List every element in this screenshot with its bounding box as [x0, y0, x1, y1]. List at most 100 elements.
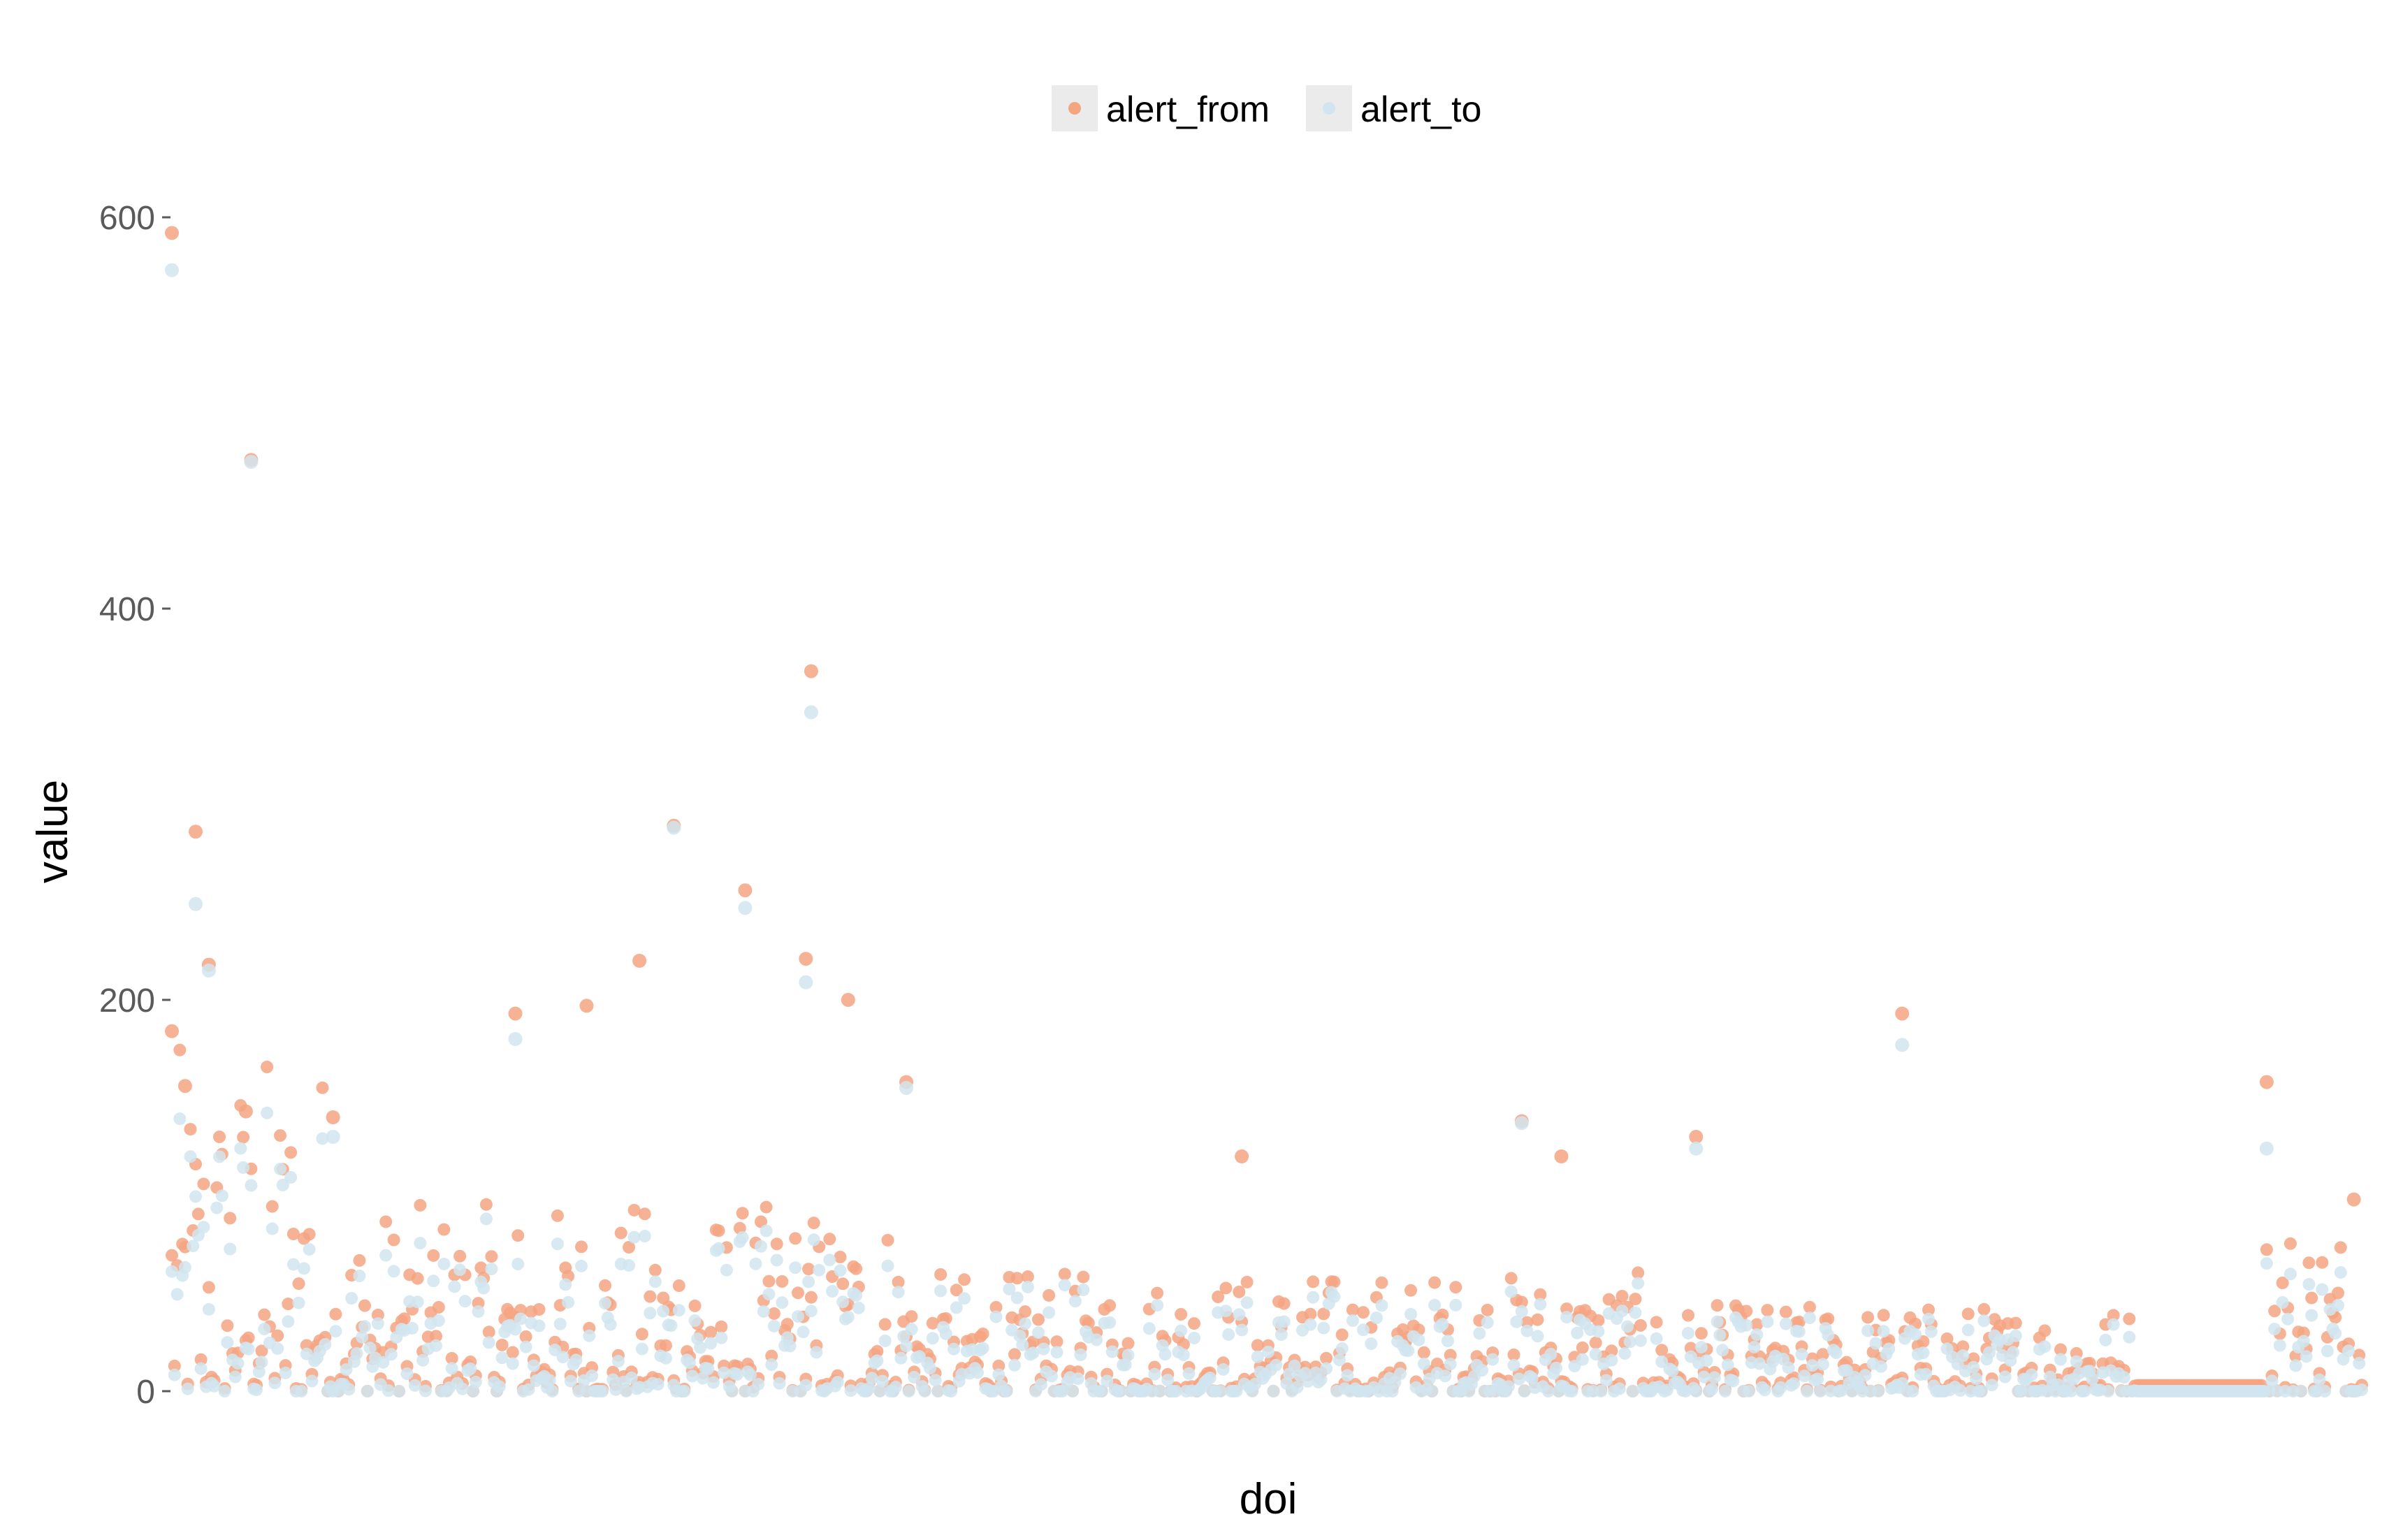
data-point-alert-from — [1655, 1344, 1669, 1357]
data-point-alert-from — [286, 1228, 300, 1240]
data-point-alert-to — [678, 1385, 691, 1397]
data-point-alert-to — [1402, 1344, 1415, 1358]
data-point-alert-to — [453, 1263, 467, 1277]
data-point-alert-to — [1616, 1305, 1629, 1318]
data-point-alert-from — [1534, 1288, 1547, 1301]
data-point-alert-from — [1531, 1313, 1544, 1326]
data-point-alert-from — [892, 1275, 905, 1288]
data-point-alert-from — [1816, 1348, 1829, 1361]
data-point-alert-from — [926, 1316, 939, 1330]
data-point-alert-to — [889, 1381, 902, 1394]
data-point-alert-to — [1486, 1353, 1500, 1366]
data-point-alert-from — [1592, 1314, 1605, 1327]
data-point-alert-to — [908, 1371, 921, 1383]
data-point-alert-to — [776, 1296, 789, 1309]
data-point-alert-to — [712, 1242, 725, 1255]
data-point-alert-from — [575, 1240, 588, 1254]
data-point-alert-to — [635, 1342, 648, 1356]
data-point-alert-to — [604, 1318, 617, 1331]
data-point-alert-to — [1019, 1317, 1032, 1330]
data-point-alert-to — [432, 1314, 445, 1327]
data-point-alert-from — [2332, 1286, 2344, 1300]
data-point-alert-to — [1906, 1385, 1919, 1397]
data-point-alert-to — [736, 1231, 749, 1244]
data-point-alert-to — [1595, 1385, 1608, 1397]
data-point-alert-from — [804, 664, 818, 678]
data-point-alert-to — [1650, 1332, 1663, 1345]
data-point-alert-from — [1417, 1346, 1430, 1359]
data-point-alert-to — [1291, 1381, 1304, 1394]
data-point-alert-to — [1801, 1385, 1814, 1397]
data-point-alert-from — [1240, 1275, 1254, 1288]
data-point-alert-to — [1560, 1311, 1574, 1324]
data-point-alert-from — [712, 1224, 725, 1237]
data-point-alert-to — [1985, 1379, 1998, 1392]
data-point-alert-to — [804, 705, 818, 720]
data-point-alert-from — [2009, 1316, 2022, 1330]
data-point-alert-from — [1481, 1303, 1494, 1316]
data-point-alert-to — [878, 1334, 892, 1347]
data-point-alert-to — [245, 1179, 258, 1192]
data-point-alert-to — [2305, 1309, 2318, 1322]
data-point-alert-from — [242, 1331, 255, 1344]
data-point-alert-to — [1861, 1324, 1875, 1337]
data-point-alert-to — [1442, 1335, 1454, 1348]
data-point-alert-to — [1267, 1385, 1280, 1397]
data-point-alert-to — [1034, 1378, 1047, 1391]
data-point-alert-from — [881, 1233, 894, 1247]
data-point-alert-to — [1417, 1357, 1430, 1370]
data-point-alert-from — [2302, 1256, 2316, 1270]
data-point-alert-to — [881, 1259, 894, 1272]
data-point-alert-to — [1750, 1328, 1764, 1341]
data-point-alert-from — [411, 1272, 424, 1285]
data-point-alert-to — [213, 1150, 226, 1163]
data-point-alert-to — [694, 1341, 707, 1354]
data-point-alert-to — [1666, 1365, 1679, 1377]
data-point-alert-from — [836, 1277, 850, 1291]
data-point-alert-to — [892, 1286, 905, 1299]
y-axis: 0 200 400 600 — [99, 200, 170, 1411]
data-point-alert-from — [1634, 1319, 1647, 1332]
data-point-alert-from — [165, 1024, 179, 1038]
data-point-alert-to — [2260, 1257, 2273, 1270]
data-point-alert-to — [482, 1336, 495, 1349]
data-point-alert-to — [1629, 1306, 1642, 1319]
data-point-alert-from — [1682, 1309, 1694, 1322]
data-point-alert-to — [546, 1385, 559, 1397]
data-point-alert-to — [586, 1370, 599, 1382]
data-point-alert-to — [316, 1132, 329, 1145]
data-point-alert-to — [1444, 1358, 1457, 1371]
data-point-alert-to — [279, 1366, 292, 1379]
data-point-alert-to — [1632, 1277, 1645, 1290]
data-point-alert-to — [477, 1281, 491, 1295]
data-point-alert-to — [2316, 1283, 2329, 1296]
data-point-alert-to — [683, 1356, 696, 1370]
data-point-alert-to — [506, 1357, 519, 1370]
data-point-alert-from — [623, 1241, 635, 1254]
data-point-alert-from — [1304, 1307, 1317, 1321]
data-point-alert-from — [1212, 1291, 1225, 1303]
data-point-alert-to — [1148, 1367, 1161, 1381]
data-point-alert-from — [1010, 1272, 1024, 1285]
data-point-alert-to — [350, 1346, 363, 1360]
data-point-alert-from — [453, 1249, 467, 1263]
data-point-alert-to — [1689, 1141, 1704, 1156]
data-point-alert-to — [569, 1353, 583, 1367]
data-point-alert-to — [738, 901, 753, 915]
data-point-alert-to — [1803, 1312, 1816, 1325]
data-point-alert-to — [850, 1289, 863, 1302]
data-point-alert-from — [1750, 1318, 1764, 1331]
data-point-alert-to — [1618, 1347, 1632, 1360]
data-point-alert-to — [1032, 1326, 1045, 1339]
data-point-alert-to — [834, 1264, 847, 1277]
data-point-alert-to — [1544, 1348, 1558, 1360]
data-point-alert-from — [2260, 1243, 2273, 1256]
data-point-alert-to — [189, 1190, 202, 1203]
data-point-alert-to — [2353, 1357, 2366, 1370]
data-point-alert-from — [2123, 1312, 2136, 1325]
data-point-alert-to — [1877, 1325, 1890, 1338]
data-point-alert-from — [1277, 1297, 1291, 1310]
data-point-alert-from — [1019, 1305, 1032, 1319]
data-point-alert-from — [950, 1284, 963, 1297]
